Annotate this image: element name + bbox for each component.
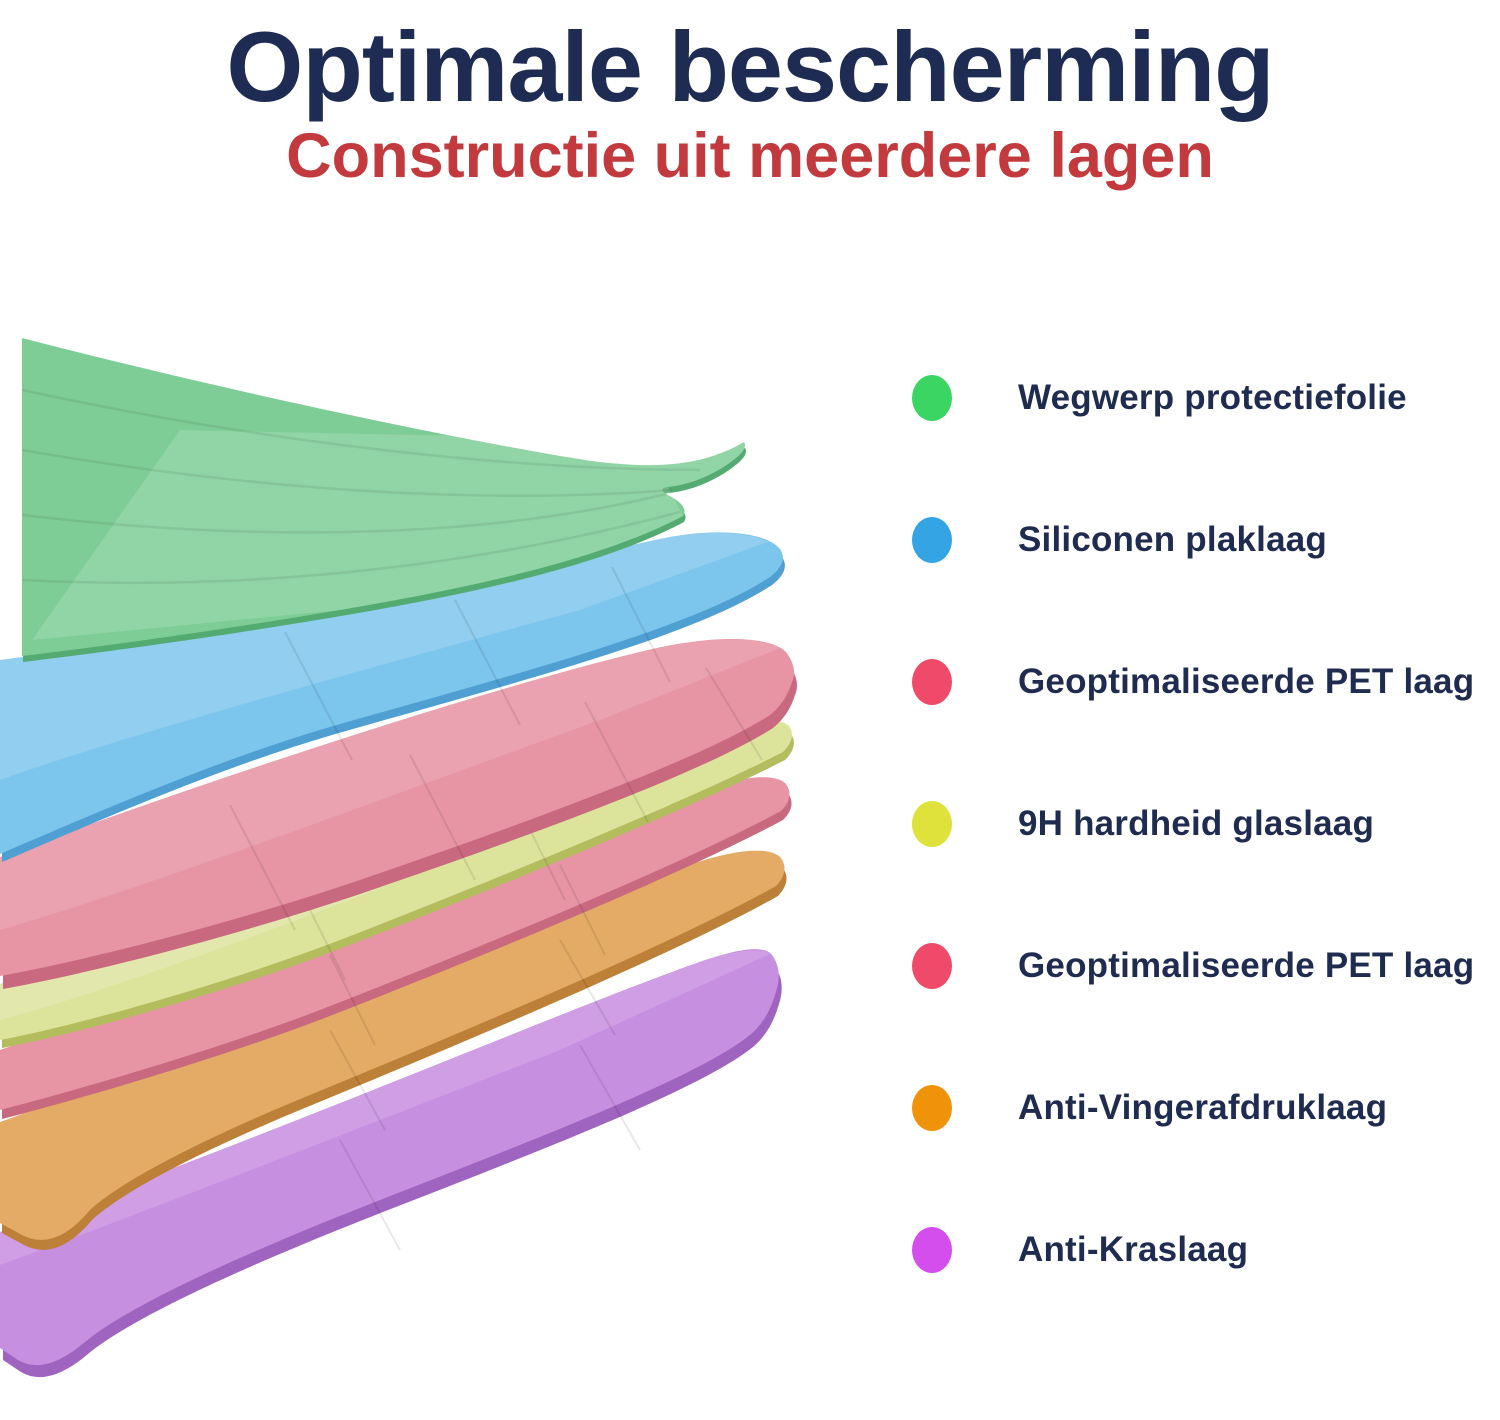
layer-pet-onder-sheet: [0, 777, 792, 1119]
layer-stack-svg: [0, 338, 797, 1378]
legend-row: Geoptimaliseerde PET laag: [912, 659, 1475, 705]
legend: Wegwerp protectiefolie Siliconen plaklaa…: [912, 375, 1475, 1369]
legend-label: Wegwerp protectiefolie: [1018, 378, 1407, 417]
red-dot-icon: [912, 943, 952, 989]
orange-dot-icon: [912, 1085, 952, 1131]
red-dot-icon: [912, 659, 952, 705]
yellow-dot-icon: [912, 801, 952, 847]
page-subtitle: Constructie uit meerdere lagen: [286, 120, 1214, 191]
legend-row: 9H hardheid glaslaag: [912, 801, 1472, 847]
layer-wegwerp-protectiefolie-sheet: [21, 338, 746, 662]
header: Optimale bescherming Constructie uit mee…: [0, 0, 1500, 189]
blue-dot-icon: [912, 517, 952, 563]
layer-stack-illustration: [0, 330, 800, 1420]
green-dot-icon: [912, 375, 952, 421]
legend-row: Anti-Kraslaag: [912, 1227, 1472, 1273]
layer-pet-boven-sheet: [0, 638, 797, 989]
legend-label: 9H hardheid glaslaag: [1018, 804, 1375, 843]
page-title: Optimale bescherming: [226, 11, 1274, 122]
legend-label: Anti-Kraslaag: [1018, 1230, 1249, 1269]
magenta-dot-icon: [912, 1227, 952, 1273]
legend-label: Geoptimaliseerde PET laag: [1018, 946, 1475, 985]
legend-row: Wegwerp protectiefolie: [912, 375, 1472, 421]
layer-anti-vingerafdruklaag-sheet: [0, 850, 787, 1250]
legend-label: Anti-Vingerafdruklaag: [1018, 1088, 1388, 1127]
legend-row: Anti-Vingerafdruklaag: [912, 1085, 1472, 1131]
layer-anti-kraslaag-sheet: [0, 949, 782, 1378]
legend-label: Geoptimaliseerde PET laag: [1018, 662, 1475, 701]
legend-row: Geoptimaliseerde PET laag: [912, 943, 1475, 989]
legend-label: Siliconen plaklaag: [1018, 520, 1327, 559]
layer-siliconen-plaklaag-sheet: [0, 532, 785, 862]
legend-row: Siliconen plaklaag: [912, 517, 1472, 563]
